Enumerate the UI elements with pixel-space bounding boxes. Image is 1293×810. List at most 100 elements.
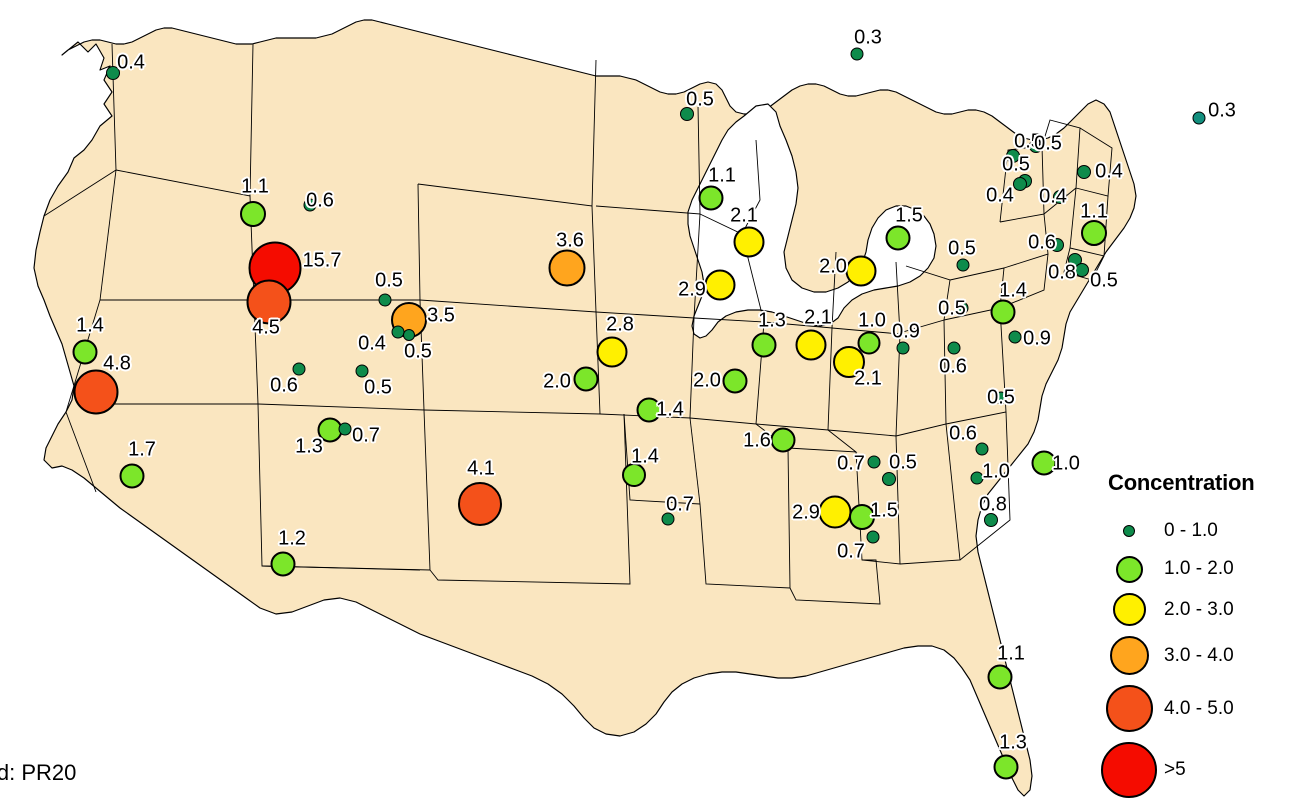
data-point[interactable] xyxy=(270,551,296,577)
data-point-label: 0.3 xyxy=(1208,99,1236,122)
data-point-label: 1.0 xyxy=(1052,452,1080,475)
data-point[interactable] xyxy=(338,422,352,436)
data-point[interactable] xyxy=(857,331,881,355)
data-point-label: 1.1 xyxy=(708,164,736,187)
legend-label: >5 xyxy=(1164,759,1186,780)
legend-rows: 0 - 1.0 1.0 - 2.0 2.0 - 3.0 3.0 - 4.0 4.0 - … xyxy=(1100,512,1290,803)
data-point[interactable] xyxy=(661,512,675,526)
data-point[interactable] xyxy=(548,249,586,287)
legend: Concentration 0 - 1.0 1.0 - 2.0 2.0 - 3.0 3… xyxy=(1100,470,1290,803)
legend-swatch xyxy=(1100,525,1158,537)
data-point[interactable] xyxy=(355,364,369,378)
map-landmass xyxy=(33,19,1137,797)
data-point[interactable] xyxy=(1050,238,1064,252)
data-point-label: 1.3 xyxy=(295,435,323,458)
legend-dot-icon xyxy=(1109,636,1149,675)
data-point[interactable] xyxy=(240,201,266,227)
legend-dot-icon xyxy=(1123,525,1135,537)
data-point[interactable] xyxy=(698,185,724,211)
legend-item: 2.0 - 3.0 xyxy=(1100,588,1290,631)
data-point-label: 0.4 xyxy=(117,51,145,74)
data-point[interactable] xyxy=(1081,220,1107,246)
data-point[interactable] xyxy=(770,427,796,453)
data-point[interactable] xyxy=(72,339,98,365)
data-point[interactable] xyxy=(1031,450,1057,476)
data-point[interactable] xyxy=(885,225,911,251)
data-point[interactable] xyxy=(818,495,852,529)
data-point[interactable] xyxy=(984,513,998,527)
data-point[interactable] xyxy=(956,258,970,272)
data-point-label: 0.6 xyxy=(1028,231,1056,254)
data-point[interactable] xyxy=(955,301,969,315)
data-point[interactable] xyxy=(867,455,881,469)
data-point-label: 2.0 xyxy=(819,255,847,278)
data-point[interactable] xyxy=(317,417,343,443)
data-point[interactable] xyxy=(246,279,292,325)
data-point[interactable] xyxy=(73,369,119,415)
data-point[interactable] xyxy=(636,397,662,423)
data-point[interactable] xyxy=(866,530,880,544)
data-point[interactable] xyxy=(1075,263,1089,277)
data-point[interactable] xyxy=(119,463,145,489)
data-point[interactable] xyxy=(680,107,694,121)
data-point-label: 0.6 xyxy=(306,189,334,212)
data-point-label: 1.0 xyxy=(982,460,1010,483)
data-point[interactable] xyxy=(106,66,120,80)
legend-item: 3.0 - 4.0 xyxy=(1100,631,1290,680)
data-point-label: 3.5 xyxy=(427,304,455,327)
data-point-label: 1.4 xyxy=(631,445,659,468)
data-point[interactable] xyxy=(970,471,984,485)
data-point[interactable] xyxy=(833,346,865,378)
data-point[interactable] xyxy=(1192,111,1206,125)
data-point[interactable] xyxy=(1029,139,1043,153)
data-point[interactable] xyxy=(795,329,827,361)
data-point[interactable] xyxy=(378,293,392,307)
data-point[interactable] xyxy=(622,463,646,487)
data-point-label: 1.4 xyxy=(656,398,684,421)
legend-swatch xyxy=(1100,593,1158,626)
legend-label: 2.0 - 3.0 xyxy=(1164,598,1234,620)
legend-label: 4.0 - 5.0 xyxy=(1164,697,1234,719)
data-point[interactable] xyxy=(596,336,628,368)
data-point[interactable] xyxy=(751,332,777,358)
legend-swatch xyxy=(1100,742,1158,798)
data-point[interactable] xyxy=(573,366,599,392)
data-point[interactable] xyxy=(1053,190,1067,204)
data-point[interactable] xyxy=(975,442,989,456)
data-point[interactable] xyxy=(458,482,502,526)
data-point[interactable] xyxy=(1077,165,1091,179)
data-point-label: 0.9 xyxy=(1023,327,1051,350)
data-point[interactable] xyxy=(849,504,875,530)
data-point[interactable] xyxy=(882,472,896,486)
data-point-label: 0.6 xyxy=(949,422,977,445)
data-point[interactable] xyxy=(733,226,765,258)
data-point[interactable] xyxy=(994,391,1008,405)
data-point[interactable] xyxy=(303,198,317,212)
data-point-label: 0.7 xyxy=(837,452,865,475)
data-point-label: 1.3 xyxy=(999,731,1027,754)
data-point[interactable] xyxy=(1008,330,1022,344)
data-point-label: 0.5 xyxy=(948,237,976,260)
data-point[interactable] xyxy=(845,255,877,287)
data-point[interactable] xyxy=(896,341,910,355)
data-point-label: 0.5 xyxy=(686,88,714,111)
legend-item: 0 - 1.0 xyxy=(1100,512,1290,550)
data-point-label: 1.7 xyxy=(128,438,156,461)
data-point[interactable] xyxy=(1013,177,1027,191)
data-point[interactable] xyxy=(987,664,1013,690)
data-point-label: 4.5 xyxy=(252,316,280,339)
data-point[interactable] xyxy=(403,329,415,341)
data-point-label: 15.7 xyxy=(302,249,342,272)
great-lakes-water xyxy=(687,103,937,339)
data-point[interactable] xyxy=(704,269,736,301)
data-point[interactable] xyxy=(993,754,1019,780)
data-point[interactable] xyxy=(722,368,748,394)
legend-dot-icon xyxy=(1105,685,1153,732)
data-point[interactable] xyxy=(990,299,1016,325)
data-point[interactable] xyxy=(947,341,961,355)
data-point-label: 4.8 xyxy=(103,352,131,375)
data-point[interactable] xyxy=(850,47,864,61)
data-point-label: 0.3 xyxy=(854,26,882,49)
data-point[interactable] xyxy=(292,362,306,376)
data-point[interactable] xyxy=(1006,149,1020,163)
